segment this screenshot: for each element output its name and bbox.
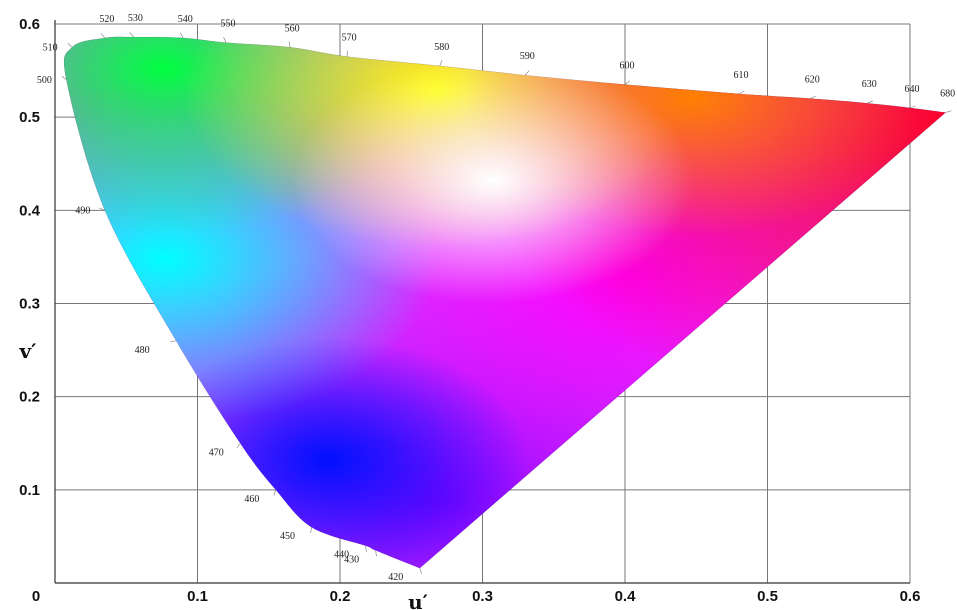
wavelength-label: 510 <box>43 42 58 53</box>
wavelength-label: 630 <box>862 79 877 90</box>
y-tick-label: 0.5 <box>19 109 40 126</box>
wavelength-label: 610 <box>734 70 749 81</box>
wavelength-tick <box>236 443 241 449</box>
y-tick-label: 0.2 <box>19 389 40 406</box>
wavelength-label: 580 <box>434 42 449 53</box>
wavelength-tick <box>223 37 227 43</box>
x-axis-label: u′ <box>408 590 428 610</box>
wavelength-tick <box>624 80 630 85</box>
wavelength-label: 460 <box>244 494 259 505</box>
wavelength-tick <box>738 90 745 95</box>
y-tick-label: 0.6 <box>19 16 40 33</box>
wavelength-tick <box>170 340 177 343</box>
wavelength-label: 490 <box>75 205 90 216</box>
wavelength-tick <box>67 42 73 48</box>
wavelength-label: 470 <box>209 447 224 458</box>
wavelength-tick <box>288 41 291 48</box>
wavelength-tick <box>310 527 312 534</box>
wavelength-tick <box>100 33 106 39</box>
x-tick-label: 0 <box>32 588 40 605</box>
wavelength-tick <box>179 32 184 39</box>
wavelength-label: 680 <box>940 89 955 100</box>
wavelength-tick <box>365 545 367 552</box>
y-tick-label: 0.1 <box>19 482 40 499</box>
x-tick-label: 0.1 <box>187 588 208 605</box>
wavelength-label: 600 <box>620 61 635 72</box>
wavelength-label: 640 <box>905 84 920 95</box>
wavelength-label: 430 <box>344 554 359 565</box>
x-tick-label: 0.3 <box>472 588 493 605</box>
y-tick-label: 0.3 <box>19 296 40 313</box>
wavelength-tick <box>419 568 422 574</box>
x-tick-label: 0.2 <box>330 588 351 605</box>
x-tick-label: 0.4 <box>615 588 637 605</box>
wavelength-tick <box>273 489 277 496</box>
wavelength-tick <box>867 100 873 104</box>
wavelength-label: 480 <box>135 345 150 356</box>
y-axis-label: v′ <box>19 339 37 363</box>
wavelength-label: 560 <box>285 23 300 34</box>
wavelength-tick <box>909 105 916 109</box>
wavelength-tick <box>61 75 67 81</box>
wavelength-label: 570 <box>342 33 357 44</box>
x-tick-label: 0.6 <box>900 588 921 605</box>
wavelength-tick <box>439 60 443 67</box>
wavelength-label: 590 <box>520 51 535 62</box>
wavelength-tick <box>99 207 105 211</box>
wavelength-tick <box>525 70 530 76</box>
wavelength-label: 440 <box>334 550 349 561</box>
wavelength-label: 530 <box>128 13 143 24</box>
wavelength-tick <box>375 550 377 557</box>
wavelength-label: 540 <box>178 14 193 25</box>
wavelength-label: 420 <box>388 572 403 583</box>
wavelength-label: 620 <box>805 75 820 86</box>
wavelength-label: 500 <box>37 75 52 86</box>
wavelength-tick <box>945 110 952 113</box>
y-tick-label: 0.4 <box>19 202 41 219</box>
spectral-locus <box>63 36 947 569</box>
wavelength-tick <box>129 32 134 38</box>
wavelength-label: 550 <box>221 19 236 30</box>
x-tick-label: 0.5 <box>757 588 778 605</box>
axis-ticks: 0 0.1 0.2 0.3 0.4 0.5 0.6 0.1 0.2 0.3 0.4 0.5 0.6 <box>19 16 920 605</box>
wavelength-label: 520 <box>99 14 114 25</box>
wavelength-tick <box>810 95 816 99</box>
wavelength-label: 450 <box>280 531 295 542</box>
